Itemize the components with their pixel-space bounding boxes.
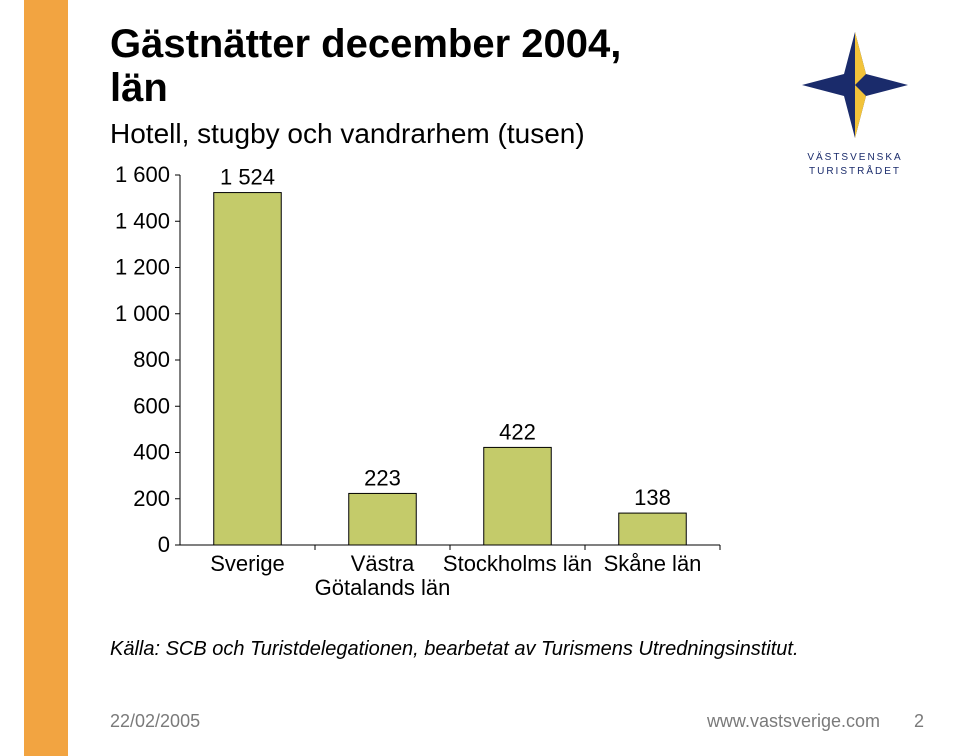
bar (619, 513, 687, 545)
bar (349, 493, 417, 545)
logo: VÄSTSVENSKA TURISTRÅDET (780, 30, 930, 179)
logo-line1: VÄSTSVENSKA (807, 152, 902, 163)
svg-text:400: 400 (133, 440, 170, 465)
logo-line2: TURISTRÅDET (809, 166, 901, 177)
footer-url: www.vastsverige.com (707, 711, 880, 732)
slide-title: Gästnätter december 2004, län (110, 22, 621, 110)
title-line1: Gästnätter december 2004, (110, 22, 621, 66)
logo-text: VÄSTSVENSKA TURISTRÅDET (780, 151, 930, 179)
footer-page-number: 2 (914, 711, 924, 732)
svg-text:Götalands län: Götalands län (315, 575, 451, 600)
svg-text:Skåne län: Skåne län (604, 551, 702, 576)
svg-text:1 524: 1 524 (220, 165, 275, 190)
bar (484, 447, 552, 545)
logo-star-icon (800, 30, 910, 140)
slide: Gästnätter december 2004, län Hotell, st… (0, 0, 960, 756)
slide-subtitle: Hotell, stugby och vandrarhem (tusen) (110, 118, 585, 150)
svg-text:1 400: 1 400 (115, 208, 170, 233)
svg-text:422: 422 (499, 419, 536, 444)
svg-text:Sverige: Sverige (210, 551, 285, 576)
svg-text:1 000: 1 000 (115, 301, 170, 326)
svg-text:0: 0 (158, 532, 170, 557)
svg-text:138: 138 (634, 485, 671, 510)
chart-svg: 0 200 400 600 800 1 000 1 200 1 400 1 600 1 524 Sv… (110, 165, 730, 625)
svg-text:1 600: 1 600 (115, 165, 170, 187)
svg-text:200: 200 (133, 486, 170, 511)
bar-chart: 0 200 400 600 800 1 000 1 200 1 400 1 600 1 524 Sv… (110, 165, 730, 625)
svg-text:Västra: Västra (351, 551, 415, 576)
svg-text:Stockholms län: Stockholms län (443, 551, 592, 576)
svg-text:223: 223 (364, 465, 401, 490)
svg-text:800: 800 (133, 347, 170, 372)
title-line2: län (110, 66, 168, 110)
left-accent-bar (24, 0, 68, 756)
svg-text:1 200: 1 200 (115, 255, 170, 280)
source-text: Källa: SCB och Turistdelegationen, bearb… (110, 638, 799, 661)
svg-text:600: 600 (133, 393, 170, 418)
bar (214, 193, 282, 545)
footer-date: 22/02/2005 (110, 711, 200, 732)
